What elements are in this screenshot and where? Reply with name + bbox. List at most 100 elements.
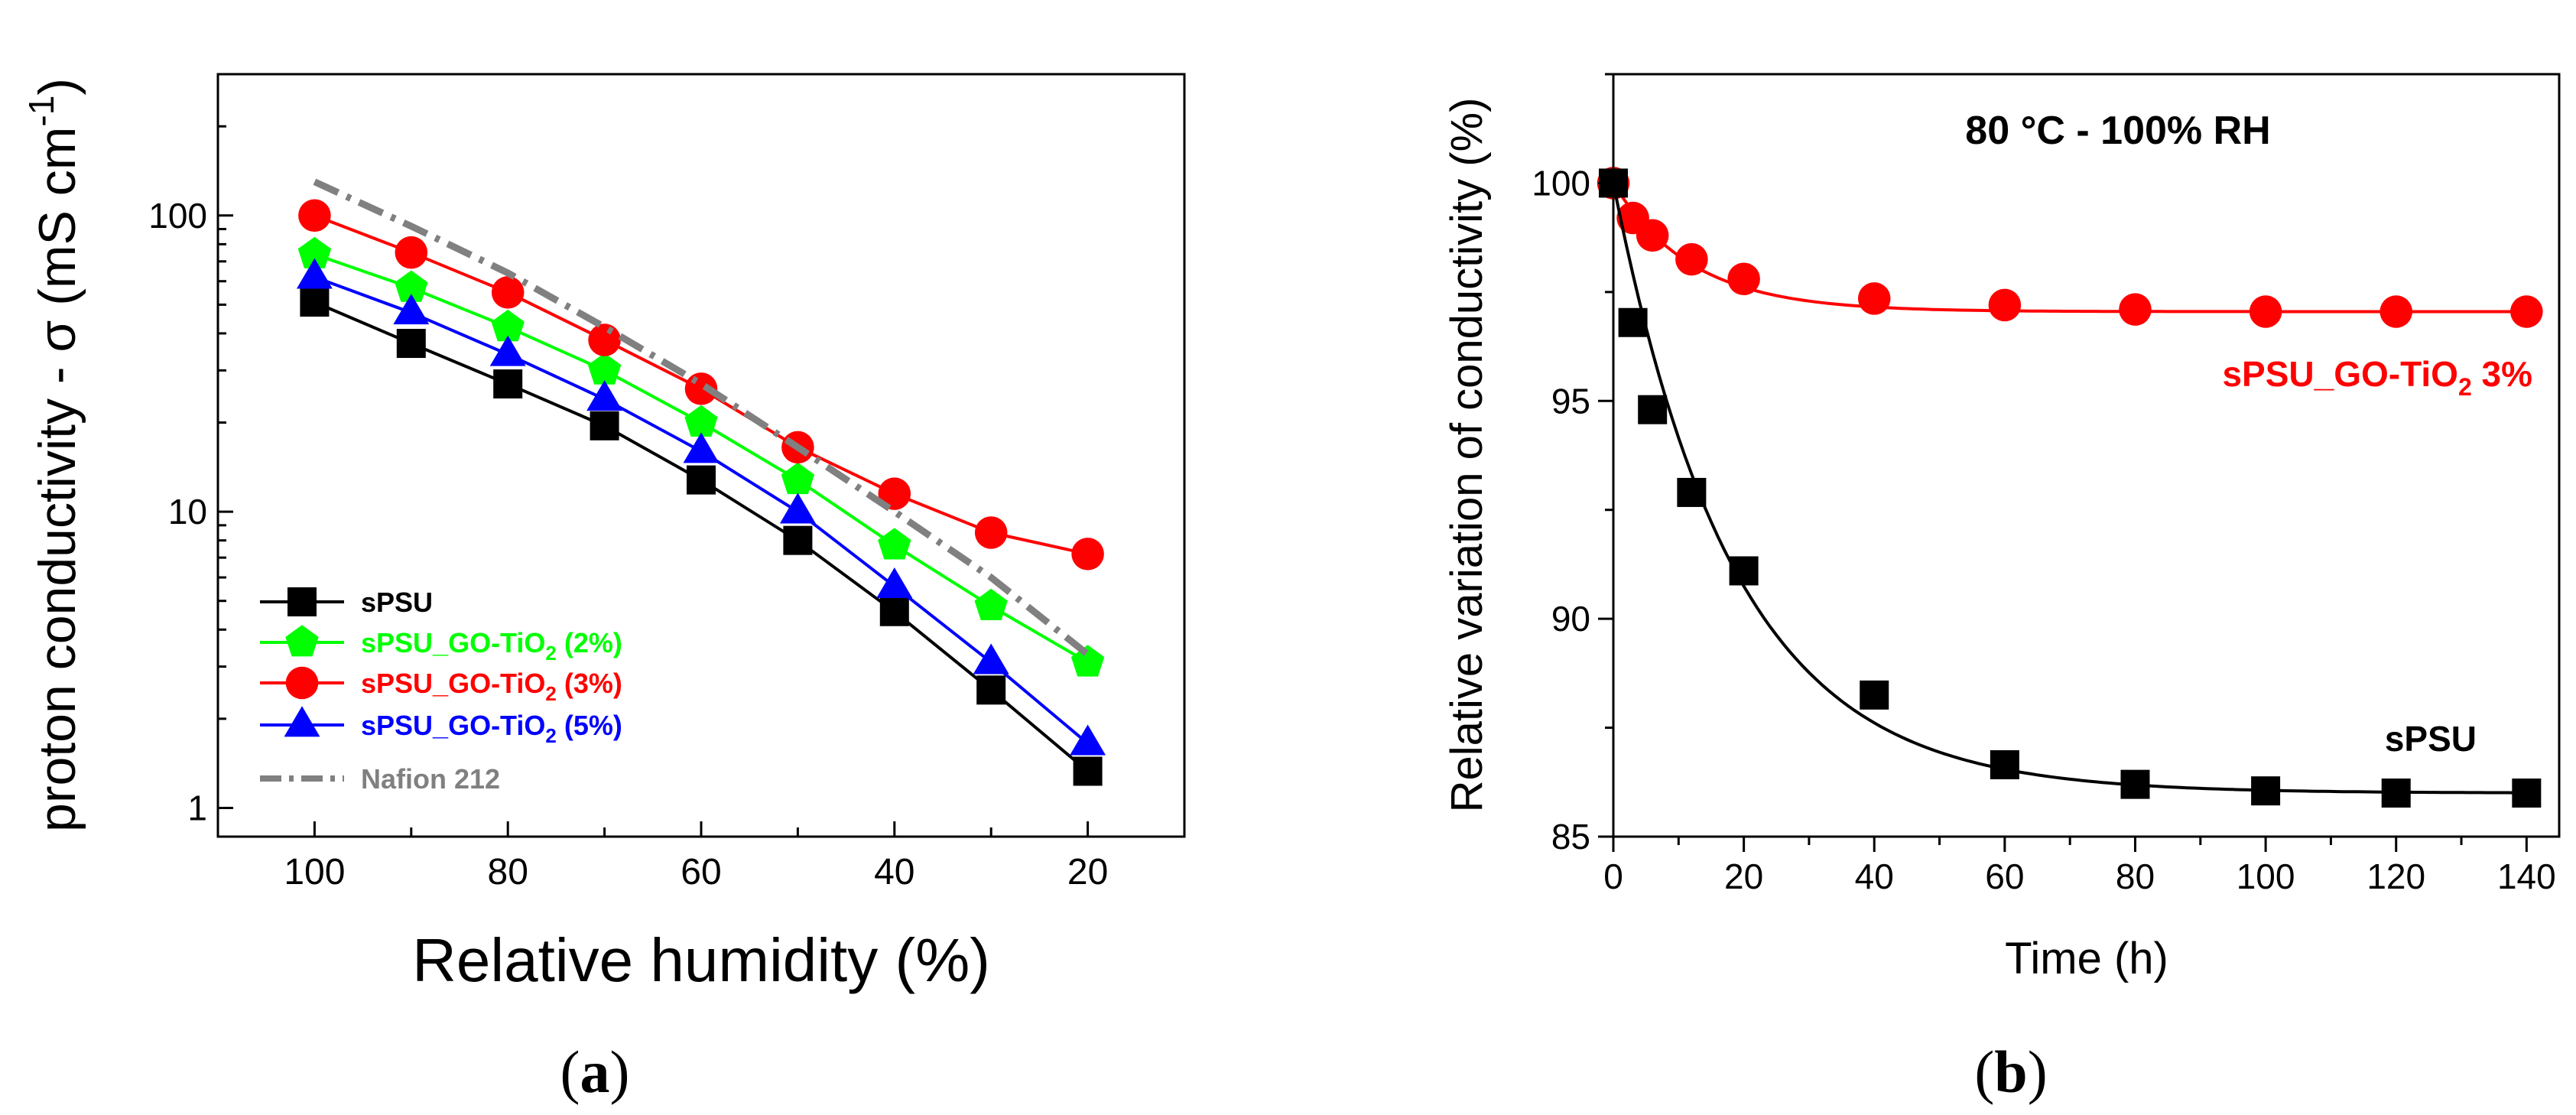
data-point-spsu-go-tio2-5 (683, 432, 720, 463)
data-point-spsu (590, 411, 619, 440)
panel-a-ticks: 100 80 60 40 20 1 10 100 (148, 73, 1186, 892)
panel-b-series-layer (1597, 167, 2543, 808)
legend-marker-spsu-go-tio2-3 (285, 666, 319, 700)
data-point-spsu-go-tio2-3 (395, 236, 428, 269)
panel-b-caption-letter: b (1994, 1039, 2027, 1105)
x-tick-label: 20 (1724, 857, 1763, 896)
legend-label-spsu-go-tio2-3: sPSU_GO-TiO2 (3%) (361, 668, 622, 705)
data-point-spsu-go-tio2-3 (974, 516, 1008, 549)
data-point-spsu (1729, 556, 1759, 586)
y-tick-label: 1 (187, 788, 207, 827)
legend-label-spsu: sPSU (361, 587, 433, 618)
data-point-spsu (1677, 477, 1707, 507)
data-point-spsu-go-tio2-5 (1070, 724, 1106, 756)
legend-marker-spsu-go-tio2-5 (284, 706, 320, 737)
legend-marker-spsu-go-tio2-2 (285, 625, 319, 657)
panel-a-y-axis-label: proton conductivity - σ (mS cm-1) (21, 78, 86, 832)
x-tick-label: 80 (2116, 857, 2155, 896)
data-point-spsu-go-tio2-3 (1636, 219, 1669, 252)
x-tick-label: 60 (681, 852, 721, 892)
data-point-spsu-go-tio2-2 (297, 236, 332, 268)
panel-a-x-axis-label: Relative humidity (%) (412, 926, 990, 994)
y-tick-label: 85 (1551, 817, 1590, 857)
panel-a-caption-label: (a) (560, 1039, 630, 1105)
y-tick-label: 10 (168, 492, 207, 531)
data-point-spsu-go-tio2-3 (2510, 295, 2543, 328)
fit-curve-spsu-go-tio2-3 (1612, 182, 2527, 314)
data-point-spsu-go-tio2-3 (2379, 295, 2413, 328)
series-spsu-go-tio2-2 (297, 236, 1105, 677)
data-point-spsu-go-tio2-2 (587, 353, 622, 385)
panel-b-series-label-go-tio2-3pct-tail: 3% (2472, 354, 2532, 394)
legend-marker-spsu (287, 587, 317, 616)
panel-b-chart-title: 80 °C - 100% RH (1965, 109, 2270, 153)
legend-label-spsu-go-tio2-5: sPSU_GO-TiO2 (5%) (361, 710, 622, 747)
data-point-spsu-go-tio2-5 (973, 643, 1009, 675)
data-point-spsu (2512, 779, 2542, 808)
data-point-spsu (2251, 776, 2281, 806)
data-point-spsu-go-tio2-3 (1988, 288, 2022, 322)
x-tick-label: 40 (1855, 857, 1894, 896)
x-tick-label: 60 (1985, 857, 2024, 896)
x-tick-label: 40 (874, 852, 914, 892)
panel-b-plot-frame (1612, 73, 2561, 838)
data-point-spsu-go-tio2-3 (1071, 538, 1104, 571)
panel-a-y-axis-label-main: proton conductivity - σ (mS cm (28, 127, 86, 832)
data-point-spsu-go-tio2-2 (395, 270, 428, 302)
data-point-spsu (976, 675, 1006, 705)
data-point-spsu-go-tio2-2 (878, 528, 911, 560)
legend-item-spsu-go-tio2-5: sPSU_GO-TiO2 (5%) (260, 706, 622, 747)
data-point-spsu-go-tio2-5 (586, 380, 623, 411)
data-point-spsu-go-tio2-3 (878, 477, 911, 510)
x-tick-label: 0 (1603, 857, 1623, 896)
y-tick-label: 100 (148, 196, 207, 236)
panel-b-series-label-go-tio2-3pct: sPSU_GO-TiO2 3% (2222, 354, 2532, 401)
series-spsu-go-tio2-3 (298, 199, 1104, 571)
x-tick-label: 100 (2237, 857, 2295, 896)
data-point-spsu-go-tio2-2 (781, 462, 815, 495)
data-point-spsu-go-tio2-3 (2119, 293, 2152, 326)
data-point-spsu (2120, 769, 2150, 799)
x-tick-label: 140 (2497, 857, 2556, 896)
data-point-spsu (687, 465, 716, 495)
data-point-spsu (1638, 395, 1668, 424)
data-point-spsu-go-tio2-5 (296, 258, 333, 289)
panel-b-series-label-spsu: sPSU (2385, 719, 2477, 759)
data-point-spsu (2381, 779, 2411, 808)
y-tick-label: 95 (1551, 381, 1590, 421)
data-point-spsu-go-tio2-2 (684, 405, 718, 437)
legend-item-nafion-212: Nafion 212 (260, 763, 500, 795)
panel-b-ticks: 0 20 40 60 80 100 120 140 85 90 95 100 (1532, 73, 2556, 896)
fit-curve-spsu (1612, 183, 2527, 795)
legend-label-nafion-212: Nafion 212 (361, 763, 500, 795)
data-point-spsu-go-tio2-3 (1727, 262, 1760, 296)
data-point-spsu (783, 525, 813, 555)
data-point-spsu-go-tio2-3 (298, 199, 331, 232)
legend-item-spsu-go-tio2-3: sPSU_GO-TiO2 (3%) (260, 666, 622, 705)
data-point-spsu (493, 369, 523, 399)
series-spsu (1599, 168, 2542, 808)
y-tick-label: 100 (1532, 163, 1590, 203)
x-tick-label: 20 (1067, 852, 1108, 892)
x-tick-label: 100 (284, 852, 345, 892)
legend-item-spsu-go-tio2-2: sPSU_GO-TiO2 (2%) (260, 625, 622, 665)
data-point-spsu-go-tio2-3 (1857, 282, 1891, 315)
data-point-spsu-go-tio2-3 (588, 323, 621, 356)
panel-b-x-axis-label: Time (h) (2005, 934, 2168, 983)
data-point-spsu (396, 329, 426, 359)
legend-item-spsu: sPSU (260, 587, 433, 618)
panel-b-y-axis-label: Relative variation of conductivity (%) (1442, 98, 1492, 813)
series-spsu (300, 288, 1103, 786)
panel-a-series-layer (296, 178, 1106, 786)
data-point-spsu (1073, 756, 1103, 786)
data-point-spsu (1618, 307, 1648, 337)
panel-a-y-axis-label-close: ) (28, 78, 86, 96)
data-point-spsu-go-tio2-5 (779, 492, 816, 524)
data-point-spsu-go-tio2-2 (1070, 645, 1105, 677)
data-point-spsu-go-tio2-5 (876, 567, 913, 598)
data-point-spsu-go-tio2-3 (1675, 242, 1708, 276)
panel-b-series-label-go-tio2-3pct-main: sPSU_GO-TiO (2222, 354, 2457, 394)
